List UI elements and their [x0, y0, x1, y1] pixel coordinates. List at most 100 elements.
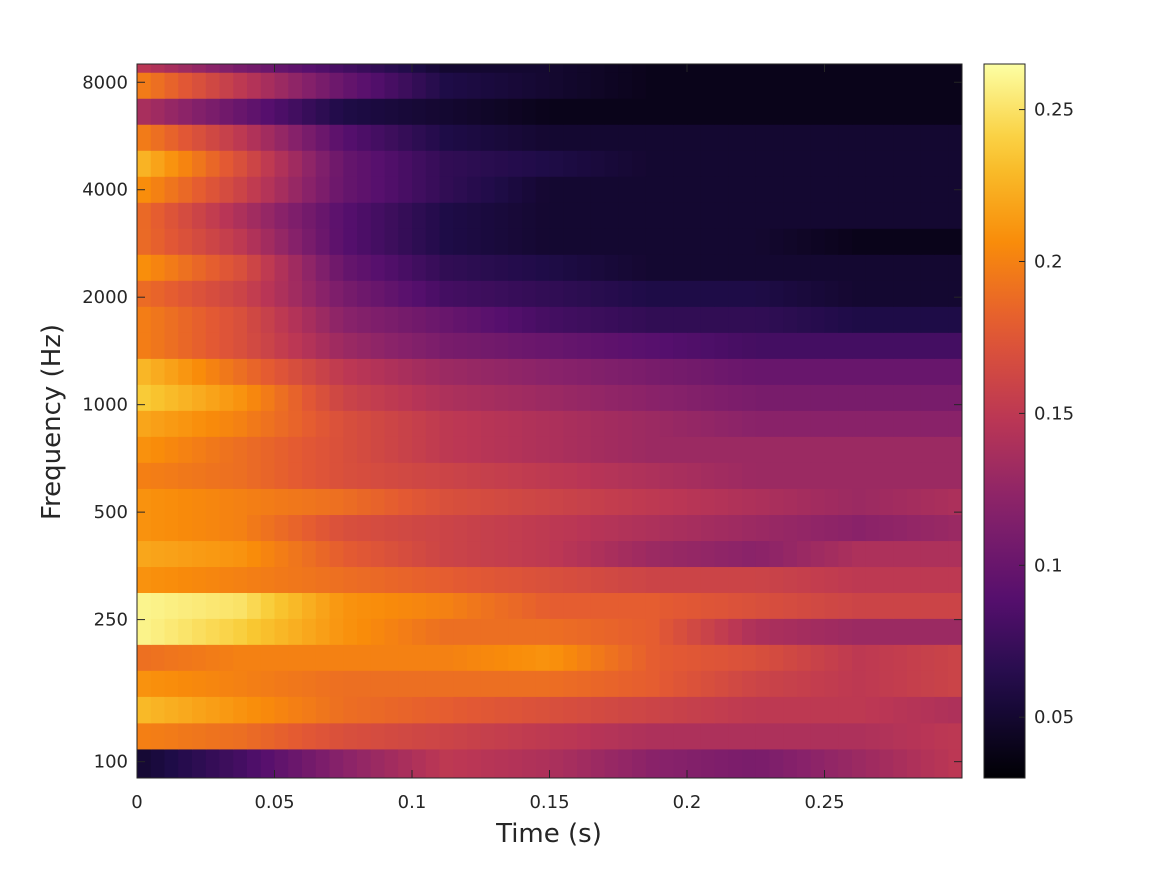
- heatmap-cell: [755, 280, 771, 307]
- heatmap-cell: [219, 332, 234, 359]
- heatmap-cell: [329, 202, 344, 229]
- heatmap-cell: [480, 514, 496, 542]
- heatmap-cell: [150, 280, 166, 307]
- heatmap-cell: [288, 280, 303, 307]
- heatmap-cell: [274, 358, 289, 385]
- heatmap-cell: [315, 150, 331, 177]
- heatmap-cell: [549, 98, 564, 125]
- heatmap-cell: [453, 280, 468, 307]
- heatmap-cell: [535, 254, 551, 281]
- heatmap-cell: [645, 124, 661, 151]
- heatmap-cell: [728, 150, 743, 177]
- heatmap-cell: [357, 306, 372, 333]
- heatmap-cell: [618, 618, 633, 645]
- heatmap-cell: [508, 280, 523, 307]
- x-tick-label: 0.2: [673, 792, 702, 813]
- heatmap-cell: [920, 488, 936, 515]
- heatmap-cell: [357, 436, 372, 463]
- x-axis: 0 0.05 0.1 0.15 0.2 0.25: [131, 64, 845, 813]
- heatmap-cell: [302, 436, 317, 463]
- heatmap-cell: [260, 644, 276, 671]
- heatmap-cell: [343, 644, 358, 671]
- heatmap-cell: [632, 410, 647, 437]
- heatmap-cell: [535, 670, 551, 697]
- heatmap-cell: [357, 254, 372, 281]
- heatmap-cell: [604, 306, 619, 333]
- y-tick-label: 4000: [82, 180, 128, 201]
- heatmap-cell: [563, 176, 578, 203]
- heatmap-cell: [879, 306, 894, 333]
- heatmap-cell: [302, 150, 317, 177]
- heatmap-cell: [398, 488, 413, 515]
- heatmap-cell: [357, 566, 372, 593]
- heatmap-cell: [274, 98, 289, 125]
- heatmap-cell: [645, 514, 661, 542]
- heatmap-cell: [714, 748, 729, 778]
- heatmap-cell: [852, 228, 867, 255]
- heatmap-cell: [673, 150, 688, 177]
- heatmap-cell: [425, 150, 441, 177]
- heatmap-cell: [769, 332, 784, 359]
- heatmap-cell: [192, 254, 207, 281]
- heatmap-cell: [192, 592, 207, 619]
- heatmap-cell: [260, 202, 276, 229]
- heatmap-cell: [659, 722, 674, 750]
- heatmap-cell: [934, 670, 949, 697]
- heatmap-cell: [425, 748, 441, 778]
- heatmap-cell: [755, 618, 771, 645]
- heatmap-cell: [164, 150, 179, 177]
- heatmap-cell: [288, 306, 303, 333]
- heatmap-cell: [343, 566, 358, 593]
- heatmap-cell: [370, 488, 386, 515]
- heatmap-cell: [783, 566, 798, 593]
- heatmap-cell: [302, 124, 317, 151]
- heatmap-cell: [673, 306, 688, 333]
- heatmap-cell: [247, 358, 262, 385]
- heatmap-cell: [618, 150, 633, 177]
- heatmap-cell: [329, 462, 344, 489]
- heatmap-cell: [150, 410, 166, 437]
- heatmap-cell: [494, 332, 509, 359]
- heatmap-cell: [522, 64, 537, 73]
- heatmap-cell: [150, 228, 166, 255]
- heatmap-cell: [535, 228, 551, 255]
- heatmap-cell: [659, 306, 674, 333]
- heatmap-cell: [494, 748, 509, 778]
- heatmap-cell: [192, 670, 207, 697]
- heatmap-cell: [439, 64, 454, 73]
- heatmap-cell: [370, 176, 386, 203]
- heatmap-cell: [494, 358, 509, 385]
- heatmap-cell: [687, 358, 702, 385]
- heatmap-cell: [178, 436, 193, 463]
- heatmap-cell: [453, 202, 468, 229]
- heatmap-cell: [247, 696, 262, 724]
- heatmap-cell: [948, 592, 962, 619]
- heatmap-cell: [604, 592, 619, 619]
- heatmap-cell: [343, 72, 358, 99]
- heatmap-cell: [467, 514, 482, 542]
- heatmap-cell: [783, 64, 798, 73]
- heatmap-cell: [852, 358, 867, 385]
- heatmap-cell: [164, 436, 179, 463]
- heatmap-cell: [783, 150, 798, 177]
- heatmap-cell: [907, 748, 922, 778]
- y-tick-label: 100: [94, 752, 128, 773]
- heatmap-cell: [645, 150, 661, 177]
- heatmap-cell: [714, 72, 729, 99]
- heatmap-cell: [178, 644, 193, 671]
- heatmap-cell: [357, 618, 372, 645]
- heatmap-cell: [467, 202, 482, 229]
- heatmap-cell: [714, 488, 729, 515]
- heatmap-cell: [797, 202, 812, 229]
- heatmap-cell: [467, 436, 482, 463]
- heatmap-cell: [164, 124, 179, 151]
- heatmap-cell: [357, 540, 372, 568]
- heatmap-cell: [797, 64, 812, 73]
- heatmap-cell: [865, 644, 881, 671]
- heatmap-cell: [879, 72, 894, 99]
- heatmap-cell: [494, 280, 509, 307]
- heatmap-cell: [219, 748, 234, 778]
- heatmap-cell: [425, 332, 441, 359]
- heatmap-cell: [302, 514, 317, 542]
- heatmap-cell: [329, 280, 344, 307]
